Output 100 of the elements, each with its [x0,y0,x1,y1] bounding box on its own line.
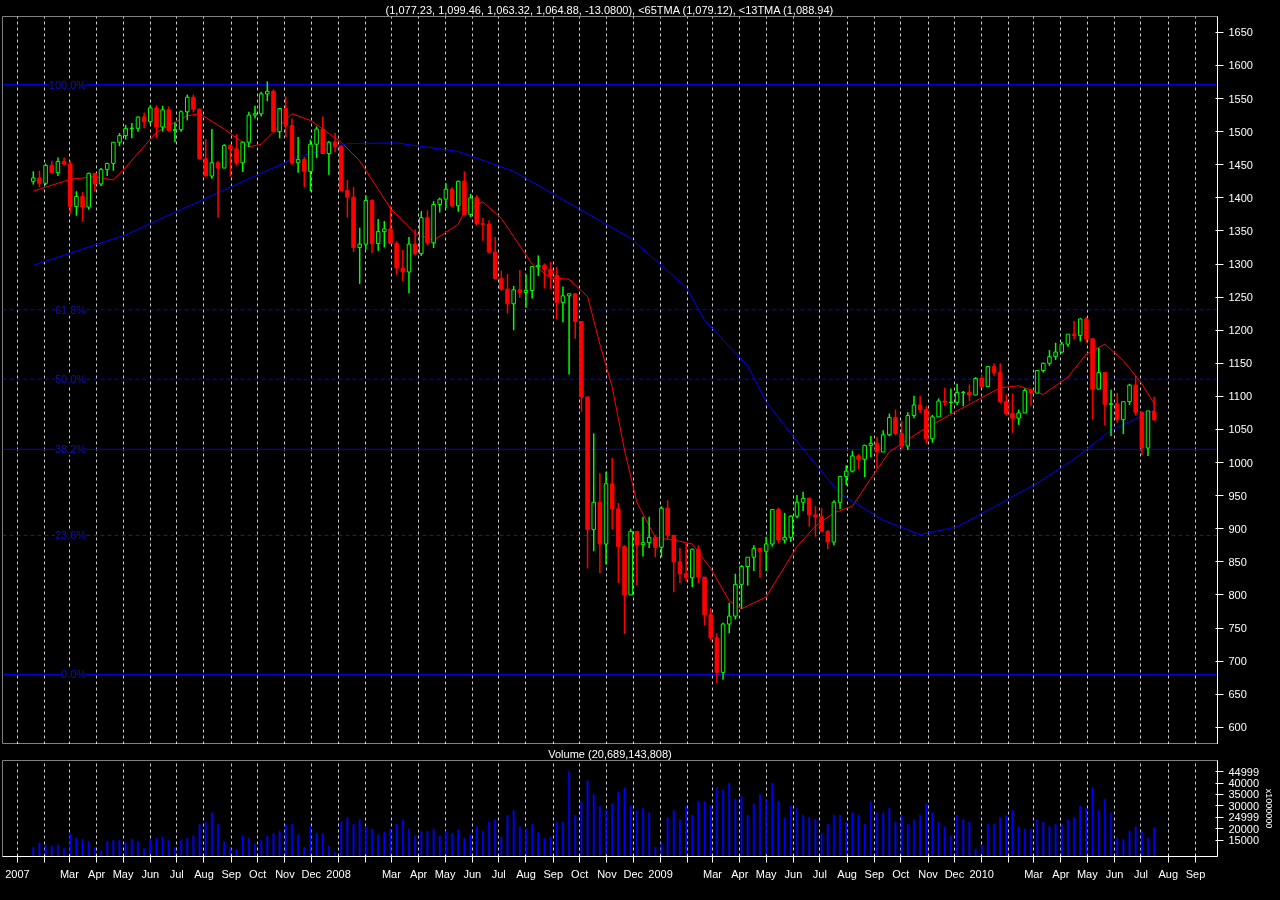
candlestick [800,490,806,512]
annotation: 100.0% [48,78,87,91]
candlestick [80,191,85,223]
x-tick-label: Oct [892,867,910,880]
y-tick-label: 1000 [1228,456,1253,469]
x-tick-label: 2009 [648,867,673,880]
candlestick [794,494,800,519]
y-tick-label: 1400 [1228,191,1253,204]
x-tick-label: Sep [221,867,242,880]
candlestick [523,273,529,309]
x-tick-label: Jul [169,867,184,880]
y-tick-label: 1250 [1228,291,1253,304]
y-tick-label: 1050 [1228,423,1253,436]
candlestick [382,220,387,249]
x-tick-label: Aug [1158,867,1179,880]
x-tick-label: Apr [1052,867,1070,880]
candlestick [536,254,541,277]
candlestick [1096,347,1101,390]
y-tick-label: 1500 [1228,125,1253,138]
candlestick [332,132,338,153]
x-tick-label: Aug [194,867,214,880]
x-tick-label: Apr [88,867,106,880]
candlestick [930,414,935,444]
x-tick-label: Aug [516,867,536,880]
y-tick-label: 900 [1228,522,1247,535]
x-tick-label: Jun [784,867,803,880]
x-tick-label: Jul [491,867,506,880]
candlestick [1108,389,1114,437]
x-tick-label: Jul [812,867,827,880]
candlestick [911,394,917,419]
candlestick [240,140,245,173]
x-tick-label: Jul [1133,867,1148,880]
y-tick-label: 40000 [1228,777,1260,790]
y-tick-label: 1150 [1228,357,1253,370]
y-tick-label: 1350 [1228,224,1253,237]
y-tick-label: 1200 [1228,324,1253,337]
candlestick [985,365,991,388]
candlestick [277,107,282,140]
x-tick-label: Jun [1105,867,1124,880]
candlestick [936,397,941,418]
candlestick [862,443,867,478]
x-tick-label: Dec [623,867,644,880]
x-tick-label: Jun [141,867,160,880]
x-tick-label: Apr [731,867,749,880]
x-tick-label: Dec [301,867,322,880]
annotation: 50.0% [54,373,87,386]
x-tick-label: Nov [918,867,939,880]
candlestick [178,109,184,133]
y-tick-label: 1450 [1228,158,1253,171]
x-tick-label: 2007 [5,867,30,880]
x-tick-label: May [755,867,778,880]
x-tick-label: Sep [543,867,564,880]
x-tick-label: Apr [410,867,428,880]
candlestick [505,273,510,315]
candlestick [412,228,418,257]
candlestick [560,285,566,324]
candlestick [566,293,572,376]
y-tick-label: 800 [1228,588,1247,601]
annotation: 0.0% [61,668,87,681]
candlestick [788,514,794,543]
y-tick-label: 1100 [1228,390,1253,403]
candlestick [1028,387,1034,407]
y-tick-label: 15000 [1228,834,1260,847]
candlestick [375,218,381,252]
candlestick [1071,320,1077,341]
y-tick-label: 850 [1228,555,1247,568]
candlestick [757,547,763,579]
candlestick [1034,370,1040,394]
y-tick-label: 650 [1228,688,1247,701]
x-tick-label: Aug [837,867,857,880]
candlestick [203,138,208,177]
annotation: 38.2% [54,443,87,456]
candlestick [511,285,516,331]
candlestick [357,226,362,285]
y-tick-label: 1650 [1228,26,1253,39]
x-tick-label: May [112,867,134,880]
y-tick-label: 30000 [1228,799,1260,812]
candlestick [468,193,473,218]
y-tick-label: 35000 [1228,788,1260,801]
candlestick [529,265,535,300]
y-tick-label: 44999 [1228,765,1260,778]
candlestick [43,162,48,187]
candlestick [942,387,948,408]
candlestick [868,435,874,459]
x-tick-label: Mar [703,867,723,880]
candlestick [295,136,301,174]
candlestick [677,547,683,584]
x-tick-label: Mar [59,867,80,880]
candlestick [1077,317,1083,343]
x-tick-label: 2010 [969,867,994,880]
x-tick-label: Mar [1024,867,1044,880]
candlestick [874,436,880,470]
annotation: 23.6% [54,529,87,542]
x-tick-label: 2008 [326,867,351,880]
candlestick [782,512,787,545]
candlestick [302,156,307,188]
candlestick [215,160,221,219]
x-tick-label: Mar [381,867,402,880]
candlestick [209,128,215,180]
candlestick [634,530,640,586]
